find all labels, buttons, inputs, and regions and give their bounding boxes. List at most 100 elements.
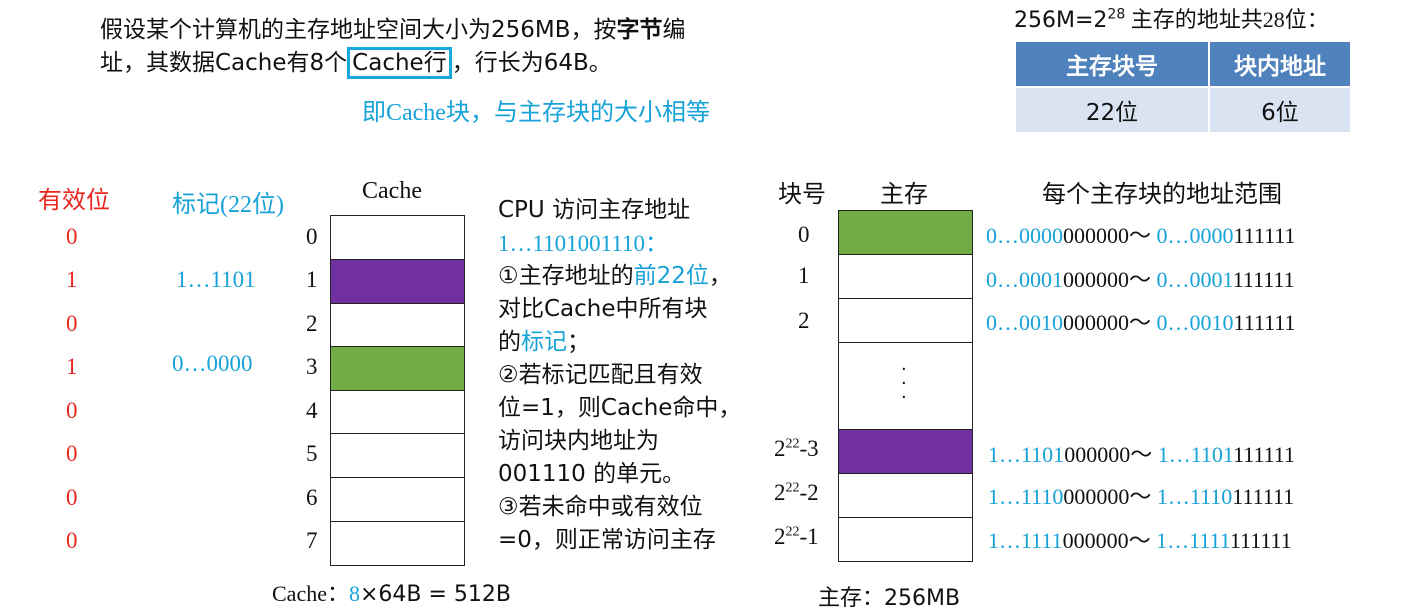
range-n3-start-offset: 000000～ bbox=[1064, 442, 1158, 467]
bits-title-text: 主存的地址共28位： bbox=[1125, 7, 1329, 32]
memory-size: 主存：256MB bbox=[818, 586, 961, 611]
block-n1-exp: 22 bbox=[785, 524, 800, 540]
range-2-end-offset: 111111 bbox=[1233, 310, 1296, 335]
memory-block-number-n3: 222-3 bbox=[774, 436, 819, 462]
address-range-0: 0…0000000000～ 0…0000111111 bbox=[986, 218, 1295, 250]
range-1-start-offset: 000000～ bbox=[1063, 267, 1157, 292]
byte-emphasis: 字节 bbox=[616, 17, 663, 43]
address-range-n1: 1…1111000000～ 1…1111111111 bbox=[988, 523, 1292, 555]
block-n1-base: 2 bbox=[774, 524, 786, 549]
range-n1-end-block: 1…1111 bbox=[1156, 528, 1231, 553]
intro-line-2-text: 址，其数据Cache有8个 bbox=[100, 50, 348, 76]
cache-size: Cache：8×64B = 512B bbox=[272, 576, 511, 608]
cpu-line-6: ②若标记匹配且有效 bbox=[498, 362, 703, 388]
block-n3-suffix: -3 bbox=[799, 436, 819, 461]
range-1-end-block: 0…0001 bbox=[1156, 267, 1234, 292]
block-number-bits: 22位 bbox=[1014, 86, 1210, 134]
block-offset-bits: 6位 bbox=[1208, 86, 1352, 134]
memory-block-number-n2: 222-2 bbox=[774, 480, 819, 506]
cpu-line-7: 位=1，则Cache命中， bbox=[498, 395, 742, 421]
memory-block-n1 bbox=[838, 517, 973, 562]
block-n2-base: 2 bbox=[774, 480, 786, 505]
range-n2-end-offset: 111111 bbox=[1232, 484, 1295, 509]
valid-bit-4: 0 bbox=[66, 398, 78, 423]
first-22-bits: 前22位 bbox=[633, 263, 709, 289]
range-2-end-block: 0…0010 bbox=[1156, 310, 1234, 335]
memory-block-1 bbox=[838, 254, 973, 299]
address-table-header-row: 主存块号 块内地址 bbox=[1014, 40, 1352, 88]
address-range-2: 0…0010000000～ 0…0010111111 bbox=[986, 305, 1295, 337]
block-n2-exp: 22 bbox=[785, 480, 800, 496]
valid-bit-0: 0 bbox=[66, 224, 78, 249]
memory-block-ellipsis: · · · bbox=[838, 342, 973, 430]
address-range-1: 0…0001000000～ 0…0001111111 bbox=[986, 262, 1295, 294]
memory-block-2 bbox=[838, 298, 973, 343]
cpu-line-11: =0，则正常访问主存 bbox=[498, 527, 716, 553]
tag-emphasis: 标记 bbox=[521, 329, 567, 355]
address-range-header: 每个主存块的地址范围 bbox=[1042, 182, 1282, 208]
address-split-table: 主存块号 块内地址 22位 6位 bbox=[1014, 40, 1352, 134]
tag-row-1: 1…1101 bbox=[176, 267, 256, 292]
cpu-line-1: CPU 访问主存地址 bbox=[498, 197, 691, 223]
range-0-end-block: 0…0000 bbox=[1156, 223, 1234, 248]
block-n1-suffix: -1 bbox=[799, 524, 819, 549]
valid-bit-header: 有效位 bbox=[38, 188, 110, 214]
cpu-line-5: 的标记； bbox=[498, 326, 741, 359]
cache-line-3 bbox=[330, 346, 465, 391]
cache-line-2 bbox=[330, 303, 465, 348]
range-1-start-block: 0…0001 bbox=[986, 267, 1063, 292]
intro-line-2: 址，其数据Cache有8个 Cache行 ，行长为64B。 bbox=[100, 47, 686, 80]
block-n2-suffix: -2 bbox=[799, 480, 819, 505]
range-0-end-offset: 111111 bbox=[1233, 223, 1296, 248]
block-n3-base: 2 bbox=[774, 436, 786, 461]
range-n3-start-block: 1…1101 bbox=[988, 442, 1065, 467]
range-n1-start-block: 1…1111 bbox=[988, 528, 1063, 553]
cache-row-number-5: 5 bbox=[306, 441, 318, 466]
valid-bit-5: 0 bbox=[66, 441, 78, 466]
block-offset-header: 块内地址 bbox=[1208, 40, 1352, 88]
cache-line-4 bbox=[330, 390, 465, 435]
cache-row-number-3: 3 bbox=[306, 354, 318, 379]
valid-bit-2: 0 bbox=[66, 311, 78, 336]
cache-line-1 bbox=[330, 259, 465, 304]
address-range-n2: 1…1110000000～ 1…1110111111 bbox=[988, 479, 1294, 511]
valid-bit-6: 0 bbox=[66, 485, 78, 510]
cpu-line-9: 001110 的单元。 bbox=[498, 461, 686, 487]
intro-line-1-end: 编 bbox=[662, 17, 686, 43]
cache-size-value: ×64B = 512B bbox=[359, 582, 511, 607]
memory-block-number-n1: 222-1 bbox=[774, 524, 819, 550]
memory-block-0 bbox=[838, 210, 973, 255]
range-n2-start-block: 1…1110 bbox=[988, 484, 1064, 509]
range-n2-end-block: 1…1110 bbox=[1156, 484, 1233, 509]
address-range-n3: 1…1101000000～ 1…1101111111 bbox=[988, 437, 1295, 469]
cpu-line-3-c: ， bbox=[708, 263, 732, 289]
range-n3-end-offset: 111111 bbox=[1233, 442, 1295, 467]
address-table-value-row: 22位 6位 bbox=[1014, 86, 1352, 134]
intro-line-1-text: 假设某个计算机的主存地址空间大小为256MB，按 bbox=[100, 17, 617, 43]
block-number-header: 主存块号 bbox=[1014, 40, 1210, 88]
cache-row-number-6: 6 bbox=[306, 485, 318, 510]
memory-block-number-1: 1 bbox=[798, 263, 810, 288]
range-n1-end-offset: 111111 bbox=[1230, 528, 1292, 553]
block-number-header-label: 块号 bbox=[778, 182, 826, 208]
cache-row-number-7: 7 bbox=[306, 528, 318, 553]
bits-title-exponent: 28 bbox=[1107, 6, 1126, 23]
memory-block-number-2: 2 bbox=[798, 308, 810, 333]
cache-size-label: Cache： bbox=[272, 581, 349, 606]
memory-block-n2 bbox=[838, 473, 973, 518]
intro-text: 假设某个计算机的主存地址空间大小为256MB，按字节编 址，其数据Cache有8… bbox=[100, 14, 686, 80]
cache-line-highlight: Cache行 bbox=[347, 47, 452, 79]
range-n2-start-offset: 000000～ bbox=[1063, 484, 1157, 509]
range-0-start-block: 0…0000 bbox=[986, 223, 1063, 248]
cache-row-number-0: 0 bbox=[306, 224, 318, 249]
range-n3-end-block: 1…1101 bbox=[1157, 442, 1234, 467]
memory-block-n3 bbox=[838, 429, 973, 474]
cpu-line-3-a: ①主存地址的 bbox=[498, 263, 634, 289]
cpu-line-4: 对比Cache中所有块 bbox=[498, 296, 708, 322]
cpu-line-5-a: 的 bbox=[498, 329, 521, 355]
memory-title: 主存 bbox=[880, 182, 928, 208]
cpu-line-5-c: ； bbox=[567, 329, 590, 355]
cache-row-number-4: 4 bbox=[306, 398, 318, 423]
range-2-start-block: 0…0010 bbox=[986, 310, 1063, 335]
ellipsis-dots: · · · bbox=[901, 359, 907, 408]
